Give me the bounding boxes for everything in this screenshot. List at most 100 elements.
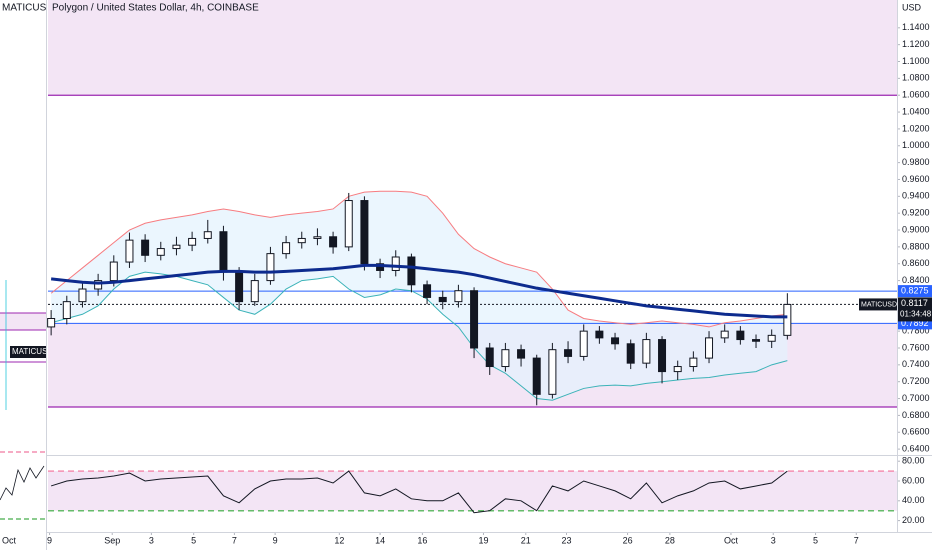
candle-body [470,290,479,349]
x-tick-label: 9 [47,535,52,545]
candle-body [125,239,134,263]
candle-body [454,290,463,303]
x-tick-label: 3 [149,535,154,545]
x-tick-label: 12 [334,535,344,545]
candle-body [172,244,181,250]
y-tick-label: 0.7000 [902,393,930,403]
left-title-clip: MATICUSD, 1W [2,3,75,14]
zone [48,0,897,96]
y-tick-label: 1.1000 [902,56,930,66]
y-tick-label: 1.0000 [902,140,930,150]
candle-body [423,284,432,298]
left-zone [0,313,46,330]
y-tick-label: 0.9200 [902,208,930,218]
candle-body [156,248,165,256]
candle-body [611,337,620,345]
candle-body [736,330,745,341]
candle-body [62,301,71,320]
y-tick-label: 1.1400 [902,22,930,32]
symbol-label: MATICUSD [861,301,897,308]
left-pane: MATICUSD Oct [0,0,53,550]
left-symbol: MATICUSD [12,347,53,356]
candle-body [266,253,275,282]
candle-body [548,349,557,395]
x-tick-label: 7 [232,535,237,545]
band-fill [51,191,788,401]
x-tick-label: 5 [813,535,818,545]
rsi-tick-label: 60.00 [902,475,925,485]
x-tick-label: 16 [417,535,427,545]
candle-body [188,237,197,246]
candle-body [391,256,400,271]
x-tick-label: Oct [724,535,739,545]
candle-body [626,343,635,364]
price-label: 0.7892 [901,318,929,328]
price-label: 0.8275 [901,285,929,295]
candle-body [313,236,322,239]
x-tick-label: 5 [191,535,196,545]
candle-body [141,239,150,256]
y-tick-label: 0.7200 [902,376,930,386]
left-x-label: Oct [2,535,17,545]
y-tick-label: 0.9800 [902,157,930,167]
candle-body [329,236,338,248]
band-line [50,190,788,328]
candle-body [501,349,510,368]
left-symbol-box [10,346,46,358]
symbol-label-bg [859,298,897,311]
y-tick-label: 0.9600 [902,174,930,184]
left-title-bg [0,0,46,14]
y-tick-label: 0.8400 [902,275,930,285]
candle-body [579,330,588,357]
candle-body [485,347,494,368]
candle-body [673,366,682,373]
price-label-bg [897,285,932,298]
candle-body [282,242,291,255]
y-tick-label: 0.9000 [902,224,930,234]
candle-body [344,200,353,248]
y-tick-label: 0.7600 [902,342,930,352]
candle-body [407,256,416,286]
candle-body [783,303,792,336]
x-tick-label: 19 [478,535,488,545]
chart-title: Polygon / United States Dollar, 4h, COIN… [52,3,259,14]
x-tick-label: 23 [561,535,571,545]
last-price-bg [897,297,932,322]
x-tick-label: 3 [771,535,776,545]
candle-body [517,349,526,359]
y-tick-label: 1.0600 [902,90,930,100]
rsi-fill [48,471,897,511]
candle-body [219,231,228,273]
candle-body [642,339,651,364]
y-tick-label: 1.1200 [902,39,930,49]
y-tick-label: 1.0800 [902,73,930,83]
candle-body [564,349,573,357]
candle-body [658,339,667,373]
candle-body [235,271,244,303]
y-tick-label: 0.7400 [902,359,930,369]
rsi-tick-label: 40.00 [902,495,925,505]
y-tick-label: 0.6400 [902,443,930,453]
y-tick-label: 1.0400 [902,106,930,116]
candle-body [767,334,776,342]
y-tick-label: 1.0200 [902,123,930,133]
candle-body [532,357,541,395]
rsi-line [50,470,788,514]
candle-body [720,330,729,339]
candle-body [360,200,369,265]
y-tick-label: 0.7800 [902,326,930,336]
rsi-tick-label: 20.00 [902,515,925,525]
moving-average [50,263,788,319]
last-price: 0.8117 [901,298,928,308]
left-title: MATICUSD, 1W [2,3,75,14]
countdown: 01:34:48 [900,310,932,319]
x-tick-label: 21 [521,535,531,545]
candle-body [595,330,604,339]
x-tick-label: Sep [104,535,120,545]
y-tick-label: 0.6600 [902,427,930,437]
candle-body [47,318,56,328]
candle-body [78,288,87,303]
y-tick-label: 0.9400 [902,191,930,201]
currency: USD [902,2,922,12]
